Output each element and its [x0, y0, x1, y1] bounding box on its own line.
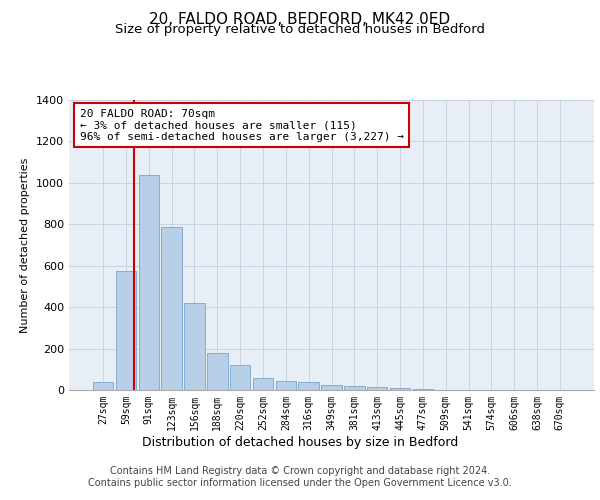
Bar: [139, 174, 159, 390]
Bar: [116, 271, 136, 390]
Bar: [207, 352, 227, 390]
Bar: [93, 382, 113, 390]
Bar: [161, 228, 182, 390]
Bar: [390, 388, 410, 390]
Bar: [230, 365, 250, 390]
Bar: [321, 385, 342, 390]
Text: Contains HM Land Registry data © Crown copyright and database right 2024.
Contai: Contains HM Land Registry data © Crown c…: [88, 466, 512, 487]
Text: 20 FALDO ROAD: 70sqm
← 3% of detached houses are smaller (115)
96% of semi-detac: 20 FALDO ROAD: 70sqm ← 3% of detached ho…: [79, 108, 404, 142]
Text: Size of property relative to detached houses in Bedford: Size of property relative to detached ho…: [115, 24, 485, 36]
Text: Distribution of detached houses by size in Bedford: Distribution of detached houses by size …: [142, 436, 458, 449]
Bar: [184, 303, 205, 390]
Bar: [253, 378, 273, 390]
Bar: [275, 380, 296, 390]
Bar: [344, 386, 365, 390]
Bar: [367, 387, 388, 390]
Bar: [298, 382, 319, 390]
Text: 20, FALDO ROAD, BEDFORD, MK42 0ED: 20, FALDO ROAD, BEDFORD, MK42 0ED: [149, 12, 451, 28]
Y-axis label: Number of detached properties: Number of detached properties: [20, 158, 31, 332]
